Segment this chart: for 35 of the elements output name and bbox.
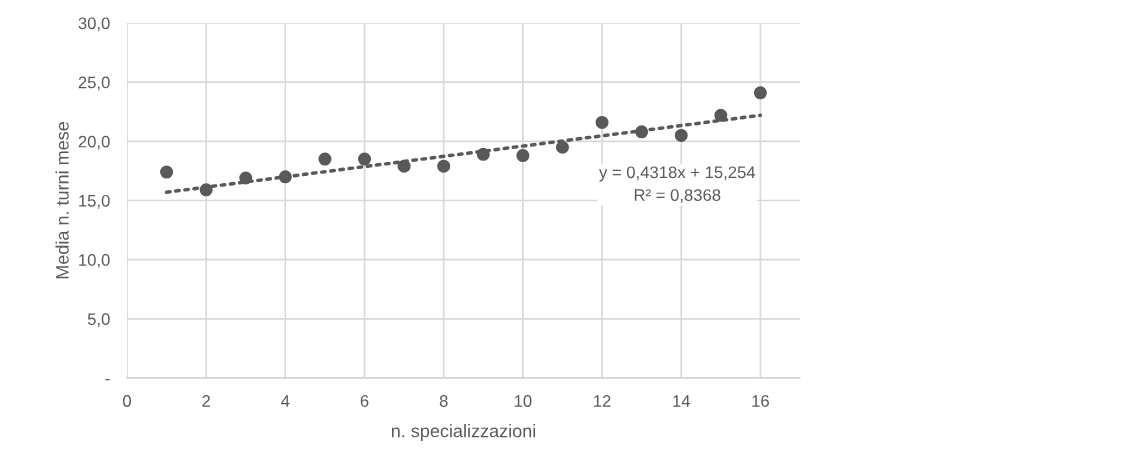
y-axis-title: Media n. turni mese bbox=[55, 122, 69, 279]
y-tick-label: - bbox=[105, 378, 110, 381]
point bbox=[635, 125, 649, 139]
y-tick-label: 30,0 bbox=[78, 17, 110, 32]
point bbox=[160, 165, 174, 179]
point bbox=[278, 170, 292, 184]
x-tick-label: 10 bbox=[514, 395, 532, 407]
x-axis-title: n. specializzazioni bbox=[391, 424, 536, 441]
x-tick-label: 2 bbox=[202, 395, 210, 407]
point bbox=[516, 149, 530, 163]
x-tick-label: 4 bbox=[281, 395, 290, 407]
point bbox=[358, 152, 372, 166]
point bbox=[318, 152, 332, 166]
point bbox=[555, 140, 569, 154]
point bbox=[437, 159, 451, 173]
point bbox=[714, 108, 728, 122]
x-tick-label: 0 bbox=[123, 395, 131, 407]
point bbox=[753, 86, 767, 100]
point bbox=[199, 183, 213, 197]
x-tick-label: 8 bbox=[439, 395, 448, 407]
point bbox=[397, 159, 411, 173]
annotation: y = 0,4318x + 15,254 R² = 0,8368 bbox=[599, 166, 756, 203]
x-tick-label: 6 bbox=[360, 395, 369, 407]
y-tick-label: 10,0 bbox=[79, 254, 110, 268]
point bbox=[674, 128, 688, 142]
x-tick-label: 14 bbox=[673, 395, 691, 407]
y-tick-label: 15,0 bbox=[79, 194, 110, 209]
y-tick-label: 20,0 bbox=[78, 135, 110, 150]
point bbox=[595, 115, 609, 129]
y-tick-label: 5,0 bbox=[87, 313, 110, 328]
point bbox=[476, 147, 490, 161]
y-tick-label: 25,0 bbox=[78, 76, 110, 91]
x-tick-label: 16 bbox=[752, 395, 769, 407]
x-tick-label: 12 bbox=[594, 395, 611, 407]
point bbox=[239, 171, 253, 185]
